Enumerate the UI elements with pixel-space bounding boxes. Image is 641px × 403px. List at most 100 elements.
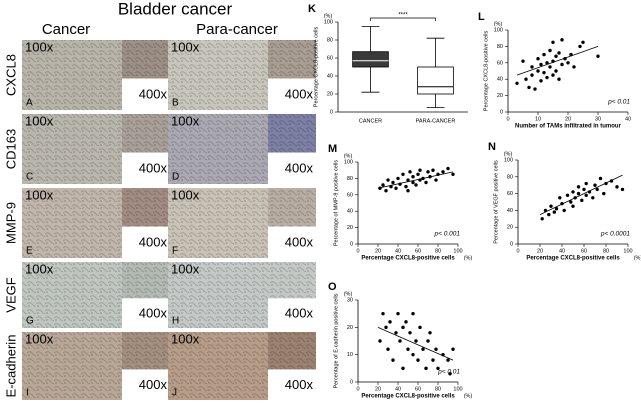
- y-tick-label: 100: [504, 157, 513, 163]
- y-tick-label: 0: [510, 241, 513, 247]
- magnification-label: 100x: [171, 331, 200, 346]
- data-point: [565, 193, 570, 197]
- data-point: [560, 62, 564, 67]
- magnification-label: 400x: [139, 87, 168, 102]
- data-point: [398, 339, 402, 343]
- data-point: [434, 178, 438, 182]
- data-point: [557, 51, 561, 55]
- panel-letter: L: [478, 11, 485, 23]
- data-point: [584, 193, 588, 197]
- panel-letter: I: [26, 388, 29, 399]
- data-point: [593, 183, 597, 187]
- y-tick-label: 40: [507, 208, 513, 214]
- data-point: [533, 87, 537, 91]
- data-point: [549, 204, 553, 208]
- data-point: [428, 331, 432, 335]
- label-box: [268, 298, 316, 328]
- data-point: [580, 198, 584, 203]
- x-tick-label: 60: [415, 248, 421, 254]
- data-point: [446, 166, 450, 171]
- data-point: [576, 185, 581, 189]
- y-tick-label: 80: [507, 174, 513, 180]
- panel-letter: D: [172, 172, 179, 183]
- y-tick-label: 60: [347, 192, 353, 198]
- column-header: Cancer: [42, 21, 90, 38]
- y-tick-label: 80: [327, 37, 333, 43]
- magnification-label: 100x: [25, 187, 54, 202]
- y-tick-label: 20: [327, 91, 333, 97]
- data-point: [378, 339, 382, 343]
- data-point: [391, 358, 395, 362]
- label-box: [268, 78, 316, 110]
- x-unit: (%): [464, 393, 473, 399]
- magnification-label: 400x: [285, 235, 314, 250]
- trend-line: [539, 174, 623, 215]
- data-point: [530, 65, 534, 69]
- data-point: [524, 77, 528, 81]
- magnification-label: 400x: [139, 235, 168, 250]
- x-tick-label: 0: [356, 248, 359, 254]
- magnification-label: 100x: [171, 39, 200, 54]
- data-point: [384, 325, 388, 330]
- data-point: [554, 69, 558, 73]
- y-axis-label: Percentage CXCL8-positive cells: [313, 27, 319, 108]
- data-point: [451, 347, 455, 351]
- data-point: [576, 191, 581, 196]
- data-point: [436, 366, 440, 371]
- y-axis-label: Percentage of MMP-9 positive cells: [333, 160, 339, 246]
- y-tick-label: 20: [347, 225, 353, 231]
- data-point: [426, 170, 430, 174]
- magnification-label: 400x: [285, 87, 314, 102]
- y-tick-label: 0: [350, 241, 353, 247]
- data-point: [545, 75, 549, 80]
- y-tick-label: 60: [497, 60, 503, 66]
- magnification-label: 400x: [285, 161, 314, 176]
- y-tick-label: 0: [330, 109, 333, 115]
- annotation: p< 0.01: [607, 99, 630, 106]
- micrograph-texture: [122, 40, 170, 79]
- x-tick-label: 100: [453, 386, 462, 392]
- data-point: [558, 196, 562, 200]
- data-point: [548, 48, 552, 53]
- x-tick-label: 40: [395, 248, 401, 254]
- data-point: [536, 69, 540, 73]
- y-tick-label: 30: [347, 297, 353, 303]
- data-point: [530, 73, 534, 77]
- panel-letter: J: [172, 388, 177, 399]
- row-label: CD163: [3, 129, 18, 169]
- data-point: [560, 38, 564, 42]
- panel-letter: G: [26, 316, 34, 327]
- data-point: [515, 81, 519, 86]
- row-label: MMP-9: [3, 202, 18, 244]
- data-point: [418, 168, 422, 172]
- x-axis-label: Percentage CXCL8-positive cells: [526, 256, 620, 262]
- x-tick-label: 80: [435, 248, 441, 254]
- data-point: [552, 210, 556, 214]
- y-tick-label: 60: [507, 191, 513, 197]
- panel-letter: H: [172, 316, 179, 327]
- data-point: [451, 172, 455, 176]
- panel-letter: N: [488, 141, 496, 153]
- x-axis-label: Percentage CXCL8-positive cells: [361, 394, 455, 400]
- magnification-label: 100x: [25, 261, 54, 276]
- data-point: [448, 372, 452, 376]
- y-tick-label: 20: [507, 225, 513, 231]
- data-point: [545, 61, 549, 65]
- row-label: E-cadherin: [3, 335, 18, 398]
- x-tick-label: 20: [375, 248, 381, 254]
- micrograph-texture: [122, 262, 170, 299]
- x-tick-label: 100: [453, 248, 462, 254]
- box: [417, 66, 454, 95]
- x-unit: (%): [464, 255, 473, 261]
- label-box: [122, 298, 170, 328]
- data-point: [542, 52, 546, 57]
- data-point: [394, 331, 398, 335]
- data-point: [582, 187, 586, 192]
- panel-letter: O: [328, 281, 337, 293]
- data-point: [441, 170, 445, 174]
- trend-line: [377, 171, 454, 189]
- data-point: [620, 187, 625, 192]
- panel-letter: F: [172, 246, 178, 257]
- y-tick-label: 0: [500, 109, 503, 115]
